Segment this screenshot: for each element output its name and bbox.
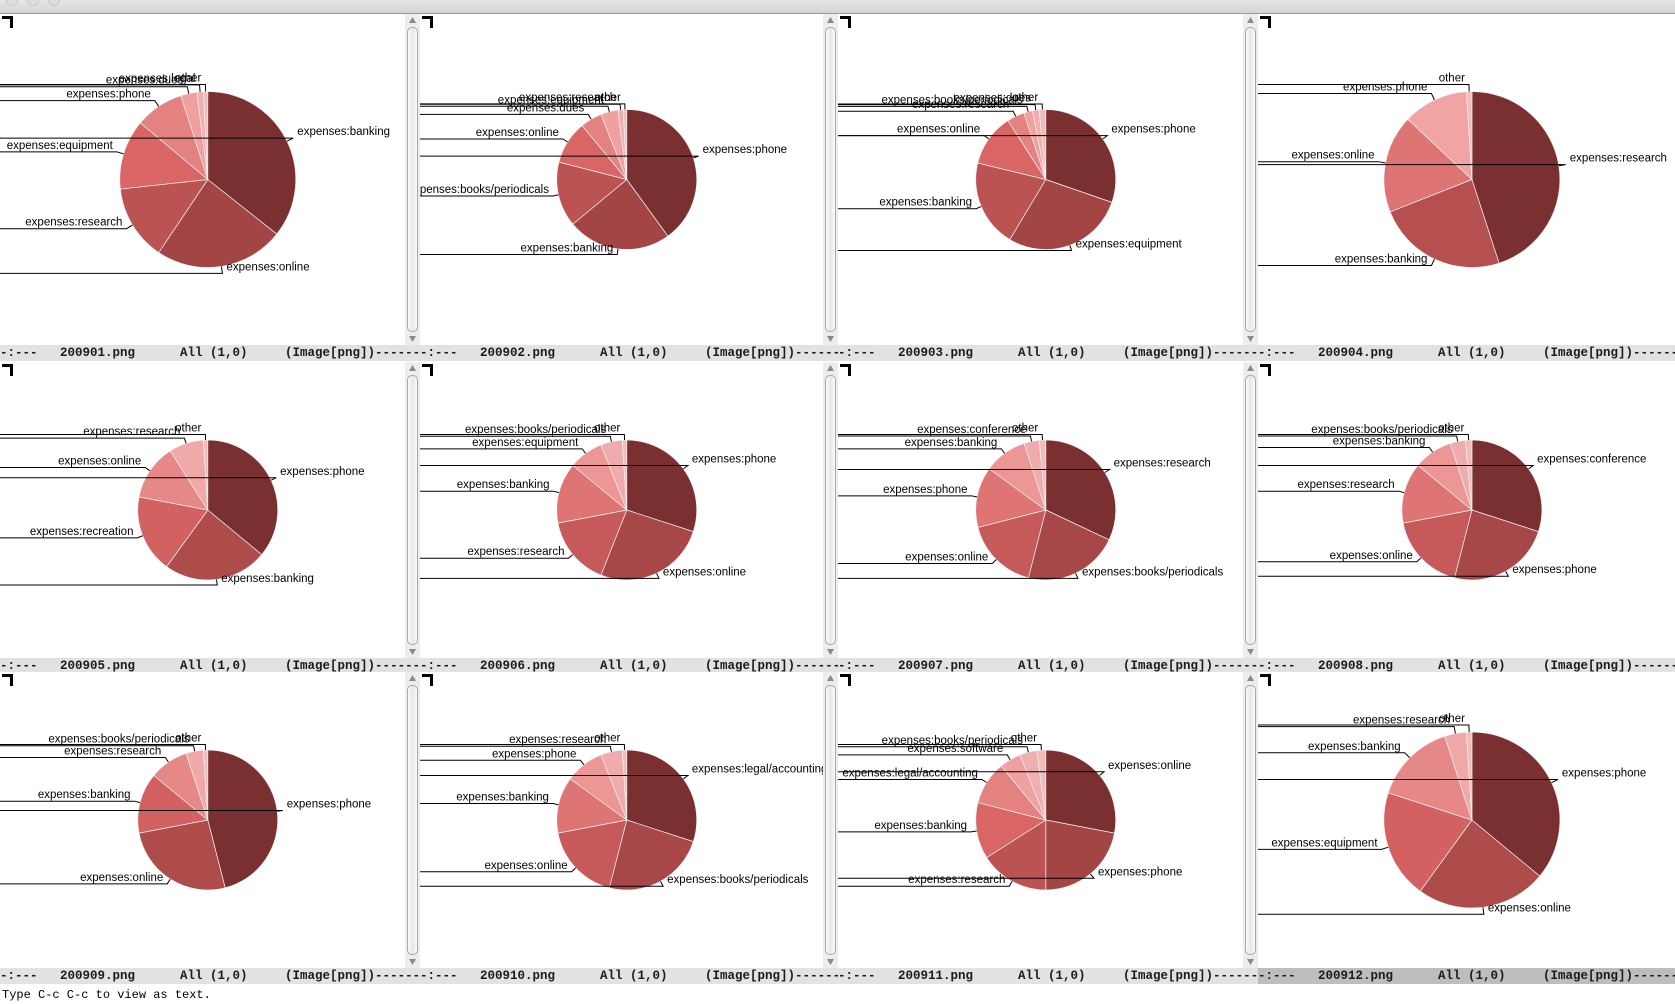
svg-text:expenses:books/periodicals: expenses:books/periodicals xyxy=(667,874,809,886)
svg-text:expenses:research: expenses:research xyxy=(83,426,180,438)
svg-text:expenses:online: expenses:online xyxy=(1330,550,1413,562)
svg-text:expenses:banking: expenses:banking xyxy=(457,479,550,491)
svg-text:expenses:banking: expenses:banking xyxy=(1333,435,1426,447)
svg-text:expenses:research: expenses:research xyxy=(64,745,161,757)
svg-text:expenses:banking: expenses:banking xyxy=(456,792,549,804)
svg-text:other: other xyxy=(1439,713,1465,725)
svg-text:expenses:banking: expenses:banking xyxy=(38,789,131,801)
svg-text:expenses:online: expenses:online xyxy=(476,127,559,139)
svg-text:expenses:banking: expenses:banking xyxy=(905,437,998,449)
svg-text:expenses:equipment: expenses:equipment xyxy=(1271,837,1378,849)
svg-text:expenses:equipment: expenses:equipment xyxy=(472,437,579,449)
svg-text:expenses:banking: expenses:banking xyxy=(1308,741,1401,753)
svg-text:other: other xyxy=(594,732,620,744)
svg-text:expenses:online: expenses:online xyxy=(1488,902,1571,914)
svg-text:expenses:legal/accounting: expenses:legal/accounting xyxy=(692,764,823,776)
svg-text:expenses:online: expenses:online xyxy=(663,566,746,578)
svg-text:expenses:research: expenses:research xyxy=(1298,479,1395,491)
svg-text:expenses:online: expenses:online xyxy=(226,261,309,273)
svg-text:expenses:banking: expenses:banking xyxy=(1335,253,1428,265)
svg-text:other: other xyxy=(594,422,620,434)
svg-text:expenses:books/periodicals: expenses:books/periodicals xyxy=(48,734,190,746)
svg-text:expenses:books/periodicals: expenses:books/periodicals xyxy=(1082,566,1224,578)
svg-text:expenses:banking: expenses:banking xyxy=(221,573,314,585)
svg-text:expenses:conference: expenses:conference xyxy=(1537,454,1646,466)
svg-text:expenses:phone: expenses:phone xyxy=(883,484,967,496)
svg-text:other: other xyxy=(595,92,621,104)
svg-text:expenses:phone: expenses:phone xyxy=(280,466,364,478)
svg-text:expenses:legal/accounting: expenses:legal/accounting xyxy=(842,767,978,779)
svg-text:other: other xyxy=(175,72,201,84)
svg-text:expenses:online: expenses:online xyxy=(1291,150,1374,162)
svg-text:other: other xyxy=(1012,422,1038,434)
svg-text:other: other xyxy=(1011,733,1037,745)
svg-text:expenses:banking: expenses:banking xyxy=(297,126,390,138)
svg-text:expenses:research: expenses:research xyxy=(467,546,564,558)
svg-text:other: other xyxy=(1439,73,1465,85)
svg-text:expenses:phone: expenses:phone xyxy=(1512,564,1596,576)
svg-text:expenses:phone: expenses:phone xyxy=(1562,768,1646,780)
svg-text:expenses:phone: expenses:phone xyxy=(66,89,150,101)
svg-text:expenses:recreation: expenses:recreation xyxy=(30,526,134,538)
svg-text:expenses:banking: expenses:banking xyxy=(879,197,972,209)
svg-text:other: other xyxy=(1438,422,1464,434)
svg-text:expenses:research: expenses:research xyxy=(908,874,1005,886)
svg-text:expenses:banking: expenses:banking xyxy=(874,820,967,832)
svg-text:expenses:phone: expenses:phone xyxy=(492,748,576,760)
svg-text:expenses:phone: expenses:phone xyxy=(703,144,787,156)
svg-text:expenses:phone: expenses:phone xyxy=(692,454,776,466)
svg-text:expenses:banking: expenses:banking xyxy=(521,243,614,255)
svg-text:other: other xyxy=(175,422,201,434)
svg-text:expenses:equipment: expenses:equipment xyxy=(7,140,114,152)
svg-text:expenses:phone: expenses:phone xyxy=(1111,124,1195,136)
svg-text:expenses:research: expenses:research xyxy=(25,217,122,229)
svg-text:expenses:research: expenses:research xyxy=(1114,457,1211,469)
svg-text:expenses:books/periodicals: expenses:books/periodicals xyxy=(420,184,549,196)
svg-text:expenses:phone: expenses:phone xyxy=(1098,866,1182,878)
svg-text:expenses:online: expenses:online xyxy=(58,456,141,468)
svg-text:expenses:phone: expenses:phone xyxy=(287,799,371,811)
svg-text:expenses:online: expenses:online xyxy=(897,124,980,136)
svg-text:expenses:online: expenses:online xyxy=(1108,760,1191,772)
svg-text:expenses:online: expenses:online xyxy=(80,872,163,884)
svg-text:expenses:online: expenses:online xyxy=(905,551,988,563)
svg-text:expenses:phone: expenses:phone xyxy=(1343,82,1427,94)
svg-text:other: other xyxy=(1012,92,1038,104)
svg-text:expenses:online: expenses:online xyxy=(485,860,568,872)
svg-text:expenses:equipment: expenses:equipment xyxy=(1076,239,1183,251)
svg-text:other: other xyxy=(175,732,201,744)
svg-text:expenses:research: expenses:research xyxy=(1570,153,1667,165)
